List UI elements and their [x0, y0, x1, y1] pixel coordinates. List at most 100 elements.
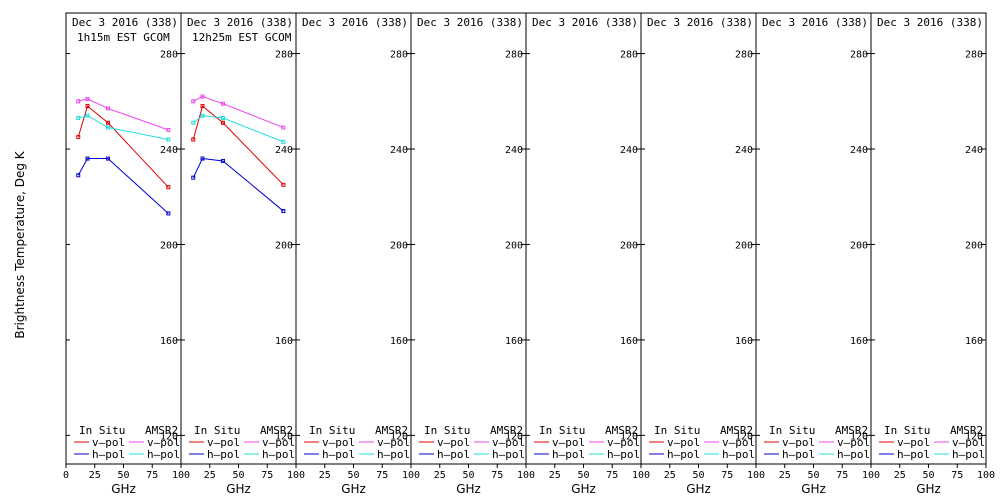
x-tick-label: 75: [491, 470, 503, 481]
panel-frame: [755, 12, 872, 465]
legend-header-insitu: In Situ: [194, 424, 240, 437]
y-tick-label: 280: [850, 50, 868, 61]
x-tick-label: 50: [692, 470, 704, 481]
y-tick-label: 160: [735, 336, 753, 347]
data-point: [281, 182, 286, 187]
panel-subtitle: 12h25m EST GCOM: [192, 31, 292, 44]
legend-label: v–pol: [782, 436, 815, 449]
x-axis-label: GHz: [341, 482, 366, 496]
y-tick-label: 240: [390, 145, 408, 156]
data-point: [191, 120, 196, 125]
legend-header-amsr2: AMSR2: [835, 424, 868, 437]
panel-title: Dec 3 2016 (338): [417, 16, 523, 29]
panel-5: 120 160 200 240 280 25 50 75 100 GHz Dec 3 2016 (3…: [525, 12, 650, 496]
y-tick-label: 200: [160, 240, 178, 251]
data-point: [85, 104, 90, 109]
series-line-in-situ-h: [77, 158, 169, 214]
panel-2: 120 160 200 240 280 25 50 75 100 GHz Dec 3 2016 (3…: [180, 12, 305, 496]
series-line-amsr2-v: [78, 98, 169, 131]
legend-label: h–pol: [552, 448, 585, 461]
y-tick-label: 240: [505, 145, 523, 156]
y-tick-label: 160: [505, 336, 523, 347]
x-tick-label: 25: [894, 470, 906, 481]
x-tick-label: 25: [779, 470, 791, 481]
y-tick-label: 280: [275, 50, 293, 61]
y-tick-label: 240: [735, 145, 753, 156]
x-tick-label: 75: [376, 470, 388, 481]
data-point: [220, 101, 225, 106]
x-tick-label: 25: [664, 470, 676, 481]
y-tick-label: 160: [275, 336, 293, 347]
legend-header-amsr2: AMSR2: [375, 424, 408, 437]
data-point: [200, 156, 205, 161]
x-tick-label: 50: [347, 470, 359, 481]
x-tick-label: 50: [577, 470, 589, 481]
panel-subtitle: 1h15m EST GCOM: [77, 31, 170, 44]
series-line-in-situ-v: [192, 105, 284, 186]
data-point: [200, 94, 205, 99]
y-tick-label: 160: [160, 336, 178, 347]
panel-title: Dec 3 2016 (338): [532, 16, 638, 29]
legend-label: h–pol: [92, 448, 125, 461]
x-tick-label: 75: [836, 470, 848, 481]
y-tick-label: 120: [850, 431, 868, 442]
x-tick-label: 50: [117, 470, 129, 481]
legend-label: v–pol: [207, 436, 240, 449]
y-tick-label: 200: [390, 240, 408, 251]
x-tick-label: 50: [807, 470, 819, 481]
legend-header-amsr2: AMSR2: [720, 424, 753, 437]
x-axis-label: GHz: [686, 482, 711, 496]
series-line-amsr2-v: [193, 95, 284, 129]
y-tick-label: 120: [275, 431, 293, 442]
x-tick-label: 25: [549, 470, 561, 481]
x-tick-label: 75: [606, 470, 618, 481]
data-point: [281, 209, 286, 214]
data-point: [200, 113, 205, 118]
panel-frame: [295, 12, 412, 465]
legend-header-insitu: In Situ: [654, 424, 700, 437]
x-tick-label: 100: [287, 470, 305, 481]
series-line-in-situ-v: [77, 105, 169, 188]
x-tick-label: 50: [232, 470, 244, 481]
y-tick-label: 160: [965, 336, 983, 347]
data-point: [85, 96, 90, 101]
x-tick-label: 100: [402, 470, 420, 481]
data-point: [105, 120, 110, 125]
legend-label: v–pol: [147, 436, 180, 449]
panel-title: Dec 3 2016 (338): [762, 16, 868, 29]
y-tick-label: 240: [850, 145, 868, 156]
x-tick-label: 75: [721, 470, 733, 481]
legend-label: v–pol: [607, 436, 640, 449]
panel-title: Dec 3 2016 (338): [302, 16, 408, 29]
legend-label: h–pol: [262, 448, 295, 461]
panel-title: Dec 3 2016 (338): [877, 16, 983, 29]
legend-label: v–pol: [437, 436, 470, 449]
legend-label: v–pol: [837, 436, 870, 449]
legend-header-insitu: In Situ: [309, 424, 355, 437]
panel-4: 120 160 200 240 280 25 50 75 100 GHz Dec 3 2016 (3…: [410, 12, 535, 496]
y-tick-label: 280: [620, 50, 638, 61]
y-tick-label: 200: [735, 240, 753, 251]
x-tick-label: 100: [977, 470, 995, 481]
data-point: [85, 156, 90, 161]
x-axis-label: GHz: [801, 482, 826, 496]
y-tick-label: 120: [620, 431, 638, 442]
panel-1: 120 160 200 240 280 0 25 50 75 100 GHz Dec 3 2016 (…: [63, 12, 190, 496]
x-axis-label: GHz: [456, 482, 481, 496]
legend-label: h–pol: [207, 448, 240, 461]
panel-frame: [180, 12, 297, 465]
legend-label: h–pol: [607, 448, 640, 461]
panel-frame: [870, 12, 987, 465]
y-tick-label: 280: [160, 50, 178, 61]
legend-header-insitu: In Situ: [539, 424, 585, 437]
panel-8: 120 160 200 240 280 25 50 75 100 GHz Dec 3 2016 (3…: [870, 12, 995, 496]
x-axis-label: GHz: [571, 482, 596, 496]
y-tick-label: 280: [505, 50, 523, 61]
data-point: [220, 158, 225, 163]
y-tick-label: 200: [965, 240, 983, 251]
legend-label: v–pol: [492, 436, 525, 449]
y-tick-label: 200: [620, 240, 638, 251]
legend-label: h–pol: [837, 448, 870, 461]
panel-3: 120 160 200 240 280 25 50 75 100 GHz Dec 3 2016 (3…: [295, 12, 420, 496]
panel-6: 120 160 200 240 280 25 50 75 100 GHz Dec 3 2016 (3…: [640, 12, 765, 496]
